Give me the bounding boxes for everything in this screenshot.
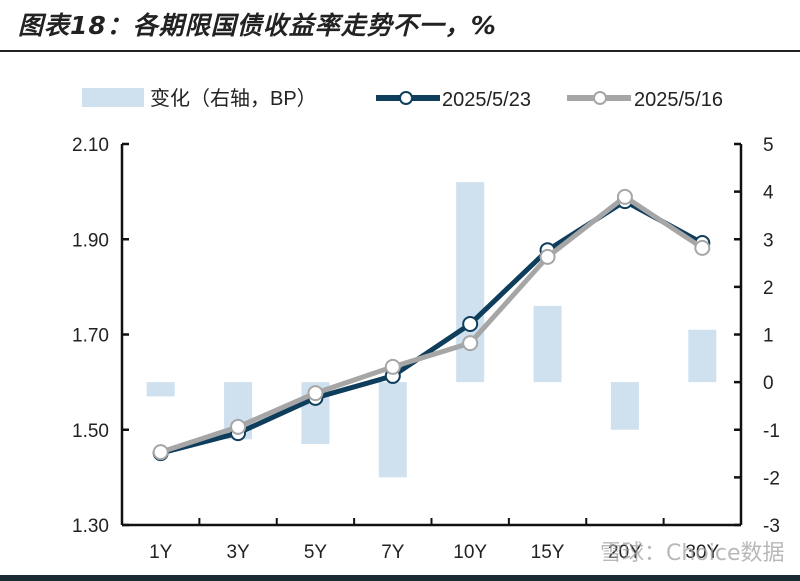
data-point-marker xyxy=(539,248,556,265)
legend-bar-swatch xyxy=(82,88,144,107)
left-axis-tick: 1.70 xyxy=(72,326,109,347)
bar-20Y xyxy=(610,382,639,430)
legend: 变化（右轴，BP） 2025/5/23 2025/5/16 xyxy=(82,87,723,111)
x-axis-label: 5Y xyxy=(304,542,328,563)
left-axis-tick: 1.50 xyxy=(72,421,109,442)
left-axis-tick: 1.90 xyxy=(72,230,109,251)
x-axis-label: 3Y xyxy=(226,542,250,563)
right-axis-tick: 1 xyxy=(763,326,774,347)
x-axis-label: 1Y xyxy=(149,542,173,563)
watermark: 雪球：Choice数据 xyxy=(600,541,785,566)
right-axis-tick: -1 xyxy=(763,421,780,442)
title-divider xyxy=(0,50,800,52)
right-axis-tick: 2 xyxy=(763,278,774,299)
right-axis-tick: 4 xyxy=(763,183,774,204)
bottom-divider xyxy=(0,575,800,581)
right-axis-tick: 5 xyxy=(763,135,774,156)
data-point-marker xyxy=(152,444,169,461)
data-point-marker xyxy=(462,335,479,352)
bar-7Y xyxy=(378,382,407,478)
legend-label-0516: 2025/5/16 xyxy=(634,89,723,111)
axes: 2.10 1.90 1.70 1.50 1.30 5 4 3 2 1 0 -1 -2 -3 1Y 3Y 5Y 7Y… xyxy=(72,135,780,563)
right-axis-tick: -2 xyxy=(763,468,780,489)
x-axis-label: 15Y xyxy=(531,542,565,563)
bar-1Y xyxy=(146,382,175,397)
left-axis-tick: 2.10 xyxy=(72,135,109,156)
legend-marker-icon xyxy=(593,91,607,105)
right-axis-tick: 3 xyxy=(763,230,774,251)
data-point-marker xyxy=(307,385,324,402)
x-axis-label: 30Y xyxy=(685,542,719,563)
line-series-0516 xyxy=(152,188,711,461)
right-axis-tick: 0 xyxy=(763,373,774,394)
legend-label-change: 变化（右轴，BP） xyxy=(150,87,317,110)
x-axis-label: 10Y xyxy=(453,542,487,563)
right-axis-tick: -3 xyxy=(763,516,780,537)
data-point-marker xyxy=(230,418,247,435)
data-point-marker xyxy=(616,188,633,205)
legend-label-0523: 2025/5/23 xyxy=(442,89,531,111)
x-axis-label: 7Y xyxy=(381,542,405,563)
data-point-marker xyxy=(384,358,401,375)
bar-15Y xyxy=(533,305,562,383)
chart-title: 图表18：各期限国债收益率走势不一，% xyxy=(18,11,497,40)
x-axis-label: 20Y xyxy=(608,542,642,563)
left-axis-tick: 1.30 xyxy=(72,516,109,537)
bar-30Y xyxy=(688,329,717,383)
data-point-marker xyxy=(694,239,711,256)
bar-10Y xyxy=(456,182,485,383)
legend-marker-icon xyxy=(399,91,413,105)
data-point-marker xyxy=(462,316,479,333)
